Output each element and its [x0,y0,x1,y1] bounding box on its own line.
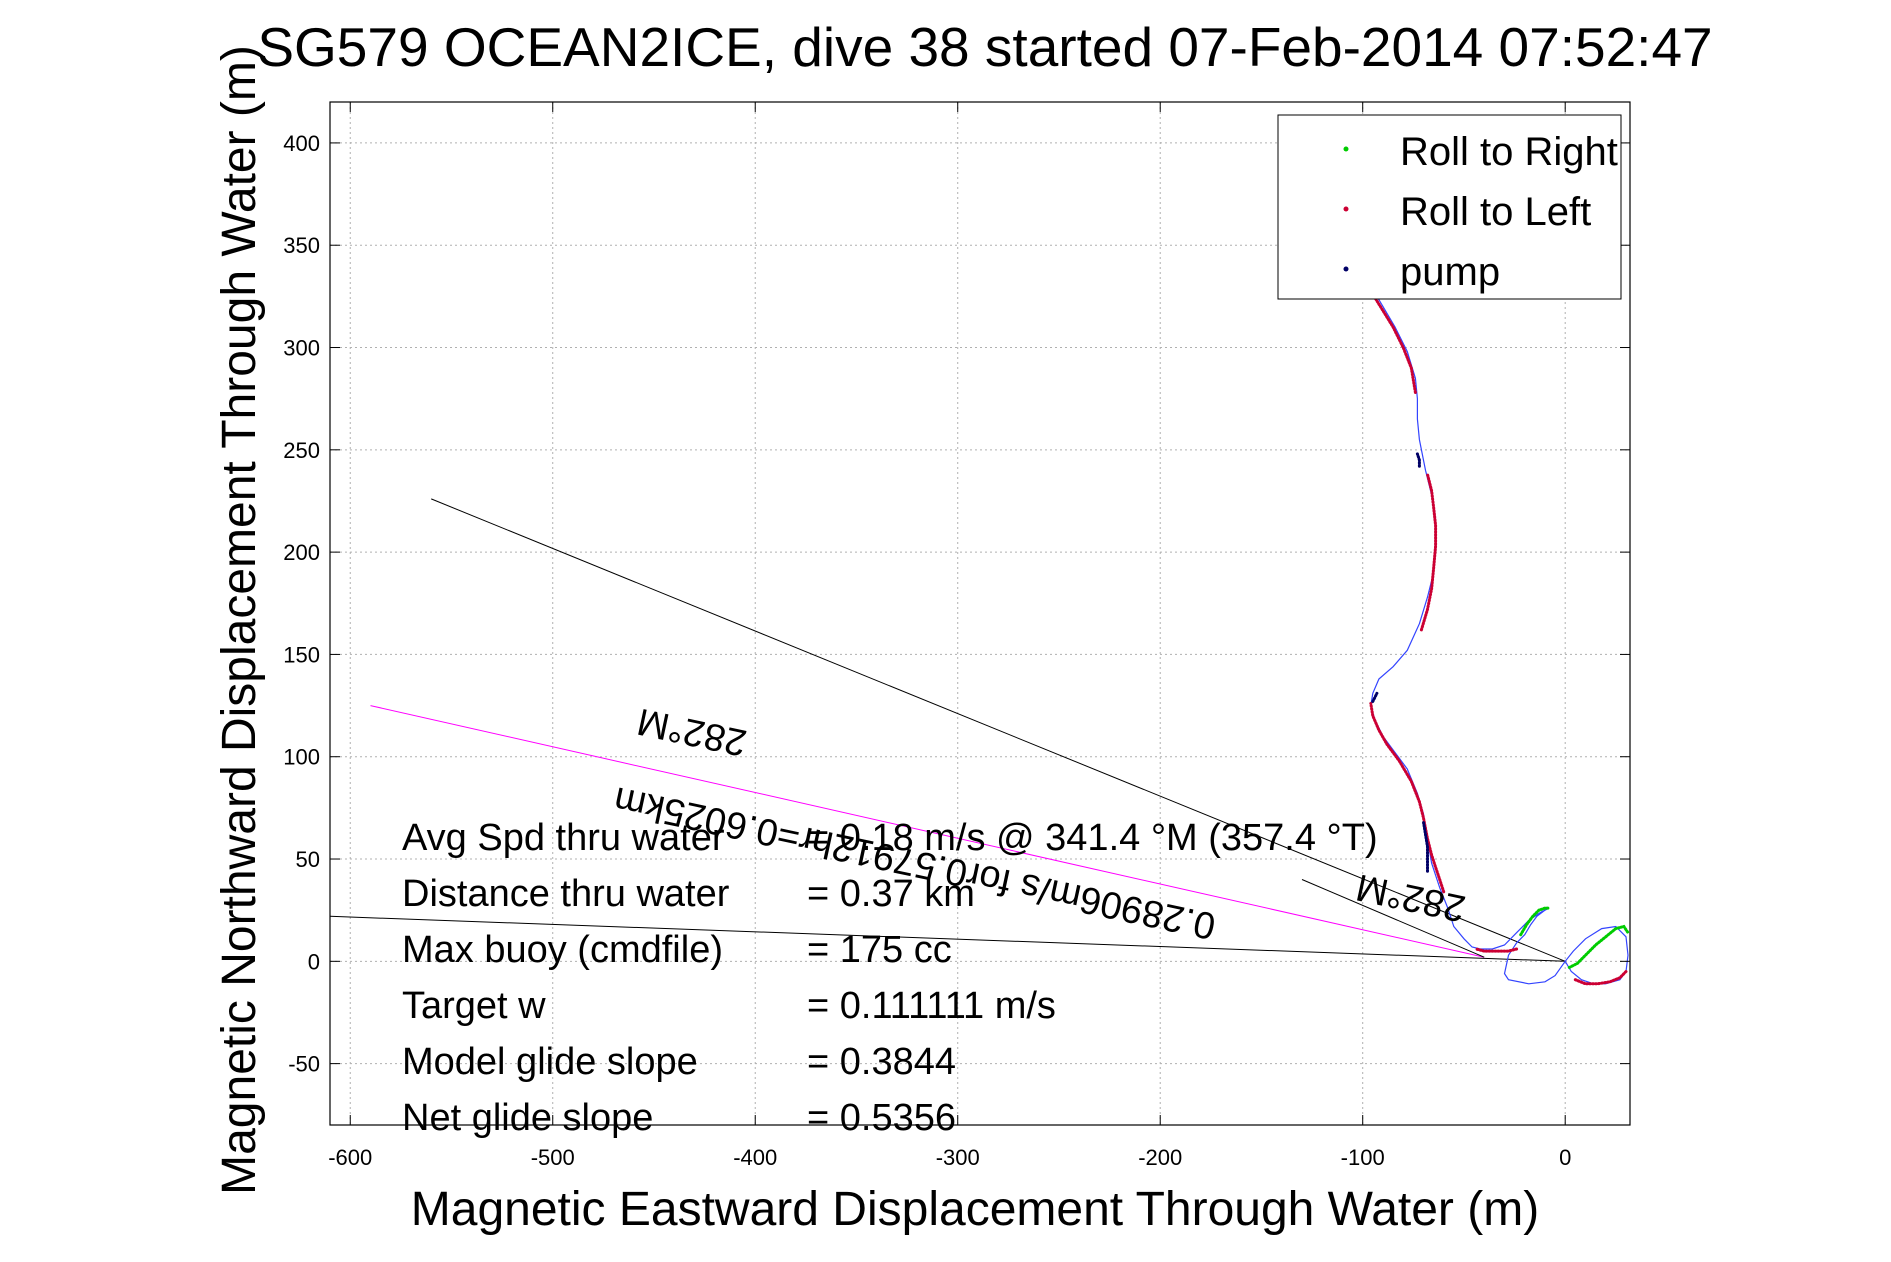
legend-label: pump [1400,250,1500,294]
legend-marker [1343,266,1349,272]
x-tick-label: -600 [328,1145,372,1170]
annotation-value: = 0.5356 [807,1097,956,1139]
annotation-label: Target w [402,985,546,1027]
x-tick-label: -200 [1138,1145,1182,1170]
rotated-label: 282°M [1353,865,1470,929]
x-axis-label: Magnetic Eastward Displacement Through W… [411,1183,1539,1236]
plot-area [329,101,1631,1126]
annotation-label: Net glide slope [402,1097,653,1139]
legend-label: Roll to Left [1400,190,1591,234]
legend-marker [1343,146,1349,152]
segment-pump [1371,691,1379,703]
y-tick-label: 350 [283,233,320,258]
reference-line [329,915,1566,962]
legend: Roll to Right Roll to Left pump [1277,114,1622,300]
annotation-value: = 0.37 km [807,873,975,915]
reference-lines [329,498,1566,962]
y-tick-label: 50 [296,847,320,872]
x-tick-label: 0 [1559,1145,1571,1170]
legend-marker [1343,206,1349,212]
annotation-value: = 175 cc [807,929,952,971]
segment-roll-to-left [1474,947,1519,953]
y-tick-label: 100 [283,745,320,770]
annotation-label: Avg Spd thru water [402,817,725,859]
segment-pump [1415,452,1421,468]
reference-line [370,705,1485,958]
legend-label: Roll to Right [1400,130,1618,174]
annotation-label: Model glide slope [402,1041,698,1083]
annotation-value: = 0.3844 [807,1041,956,1083]
segment-roll-to-right [1519,906,1551,937]
grid [330,102,1630,1125]
y-tick-label: 300 [283,336,320,361]
segment-pump [1422,820,1429,873]
y-tick-label: 250 [283,438,320,463]
rotated-label: 282°M [634,700,751,764]
y-axis-label: Magnetic Northward Displacement Through … [213,45,266,1195]
reference-line [431,498,1566,962]
rotated-label: 0.28906m/s for0.57912hr=0.6025km [610,778,1219,947]
stats-annotations: Avg Spd thru water = 0.18 m/s @ 341.4 °M … [402,817,1378,1139]
reference-line [1301,879,1485,958]
y-tick-label: -50 [288,1052,320,1077]
annotation-label: Max buoy (cmdfile) [402,929,723,971]
x-tick-label: -400 [733,1145,777,1170]
chart-title: SG579 OCEAN2ICE, dive 38 started 07-Feb-… [257,16,1712,78]
segment-roll-to-right [1567,924,1630,969]
annotation-value: = 0.111111 m/s [807,985,1056,1027]
segment-roll-to-left [1573,970,1628,986]
annotation-label: Distance thru water [402,873,730,915]
y-tick-label: 0 [308,949,320,974]
y-tick-label: 200 [283,540,320,565]
x-tick-label: -500 [531,1145,575,1170]
y-tick-label: 400 [283,131,320,156]
axis-ticks: -600 -500 -400 -300 -200 -100 0-50050100150200… [283,102,1630,1170]
x-tick-label: -100 [1341,1145,1385,1170]
annotation-value: = 0.18 m/s @ 341.4 °M (357.4 °T) [807,817,1378,859]
segment-roll-to-left [1369,702,1446,894]
y-tick-label: 150 [283,642,320,667]
segment-roll-to-left [1419,472,1438,632]
legend-box [1277,114,1622,300]
x-tick-label: -300 [936,1145,980,1170]
